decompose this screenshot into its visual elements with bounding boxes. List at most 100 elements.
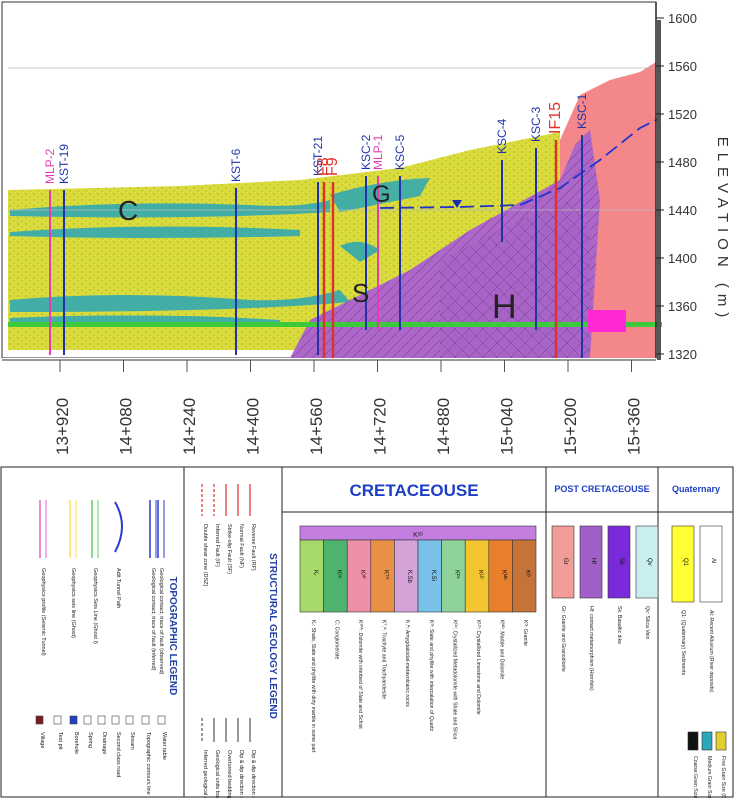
structural-legend-label: Dip & dip direction of foliation	[238, 750, 244, 798]
grain-size-swatch	[687, 731, 699, 751]
cretaceous-unit-code: Kᴹᴰ	[501, 570, 508, 580]
post-cretaceous-label: Hf: contact metamorphism (Hornfels)	[588, 606, 594, 691]
chainage-tick-label: 14+240	[180, 398, 199, 455]
grain-size-swatch	[701, 731, 713, 751]
chainage-axis: 13+920 14+080 14+240 14+400 14+560 14+720 14+8…	[53, 360, 644, 455]
borehole-label: MLP-1	[371, 134, 385, 170]
cretaceous-top-bar-code: Kˢᵇ	[413, 532, 423, 539]
topo-legend-label: Second class road	[115, 732, 121, 777]
quaternary-code: Q1	[682, 558, 688, 567]
cretaceous-unit-code: Kᶜᵖ	[335, 570, 341, 579]
topographic-legend: TOPOGRAPHIC LEGEND Geological contact, t…	[35, 500, 178, 795]
unit-label-s: S	[352, 278, 369, 308]
cretaceous-unit-label: K.ᴬ: Amygdaloidal-metavolcanic rocks	[404, 620, 410, 707]
borehole-label: KSC-5	[393, 134, 407, 170]
water-table-symbol	[452, 200, 462, 208]
topo-legend-label: Topographic contours line	[145, 732, 151, 795]
grain-size-legend: Fine Grain Size (CSF) Medium Grain Size (…	[687, 731, 727, 798]
borehole-label: KST-19	[57, 144, 71, 184]
post-cretaceous-swatch	[635, 525, 659, 599]
borehole-label: KSC-1	[575, 93, 589, 129]
topo-legend-label: Village	[39, 732, 45, 748]
quaternary-title: Quaternary	[672, 484, 720, 494]
chainage-tick-label: 15+040	[498, 398, 517, 455]
cretaceous-unit-label: Kˢᴾᴬ: Dolomite with interbed of Slate an…	[357, 620, 363, 729]
magenta-block	[588, 310, 626, 332]
chainage-tick-label: 15+360	[625, 398, 644, 455]
topo-legend-label: Borehole	[73, 732, 79, 754]
topo-legend-label: Geophysics profile (Seismic Tunnel)	[40, 568, 46, 656]
post-cretaceous-swatch	[579, 525, 603, 599]
post-cretaceous-code: Sk	[618, 558, 624, 566]
cretaceous-unit-label: Kᴹᴰ: Marble and Dolomite	[499, 620, 505, 679]
structural-legend-title: STRUCTURAL GEOLOGY LEGEND	[267, 553, 278, 719]
post-cretaceous-code: Qv	[646, 558, 652, 566]
cretaceous-unit-label: Kᴸᴰ: Crystallized Limestone and Dolomite	[475, 620, 481, 715]
cretaceous-unit-swatch	[512, 539, 537, 613]
cretaceous-unit-swatch	[370, 539, 395, 613]
topo-symbol	[69, 715, 78, 725]
topo-legend-label: Geophysics seis line (Ghost)	[70, 568, 76, 638]
topo-symbol	[141, 715, 150, 725]
cretaceous-unit-code: K.Si	[430, 570, 436, 581]
unit-label-h: H	[492, 288, 517, 326]
quaternary-swatch	[671, 525, 695, 603]
cretaceous-unit-code: Kᵀᴬ	[383, 570, 391, 580]
post-cretaceous-code: Hf	[590, 558, 596, 564]
elevation-tick-label: 1600	[668, 11, 697, 26]
topo-legend-label: Geological contact, trace of fault (obse…	[158, 568, 164, 675]
quaternary-label: Q1: (Quaternary) Sediments	[680, 610, 686, 676]
post-cretaceous-swatch	[607, 525, 631, 599]
elevation-axis: 1600 1560 1520 1480 1440 1400 1360 1320	[656, 11, 697, 362]
grain-size-swatch	[715, 731, 727, 751]
borehole-label: KSC-2	[359, 134, 373, 170]
chainage-tick-label: 15+200	[561, 398, 580, 455]
quaternary-label: Al: Recent Alluvium (River deposits)	[708, 610, 714, 693]
structural-legend: STRUCTURAL GEOLOGY LEGEND Reverse Fault …	[201, 484, 278, 798]
elevation-tick-label: 1320	[668, 347, 697, 362]
grain-size-label: Medium Grain Size (M)	[706, 756, 712, 798]
cretaceous-title: CRETACEOUSE	[349, 481, 478, 500]
hornfels-crosshatch	[440, 200, 590, 358]
topo-symbol	[125, 715, 134, 725]
topo-symbol	[97, 715, 106, 725]
chainage-tick-label: 13+920	[53, 398, 72, 455]
topo-legend-label: Geological contact, trace of fault (infe…	[150, 568, 156, 671]
elevation-tick-label: 1360	[668, 299, 697, 314]
cretaceous-unit-swatch	[299, 539, 324, 613]
topo-legend-label: Water table	[161, 732, 167, 760]
cretaceous-unit-swatch	[464, 539, 490, 613]
topo-legend-label: Stream	[129, 732, 135, 750]
topo-legend-label: Spring	[87, 732, 93, 748]
borehole-label: IF15	[547, 102, 564, 134]
borehole-label: KST-6	[229, 148, 243, 182]
topo-symbol	[111, 715, 120, 725]
cretaceous-unit-swatch	[394, 539, 419, 613]
borehole-label: KST-21	[311, 136, 325, 176]
cretaceous-unit-code: Kᴰᶜ	[453, 570, 460, 579]
cretaceous-unit-label: Kᴰᶜ: Crystallized Metadolomite with Shal…	[451, 620, 457, 739]
cretaceous-unit-label: Kˢᴵ: Slate and phyllite with intercalati…	[428, 620, 434, 732]
chainage-tick-label: 14+880	[434, 398, 453, 455]
cretaceous-unit-code: Kˢᴾ	[359, 570, 366, 579]
elevation-tick-label: 1560	[668, 59, 697, 74]
cretaceous-units: Kᵣ Kᵣ: Shale, Slate and phyllite with dir…	[299, 539, 537, 753]
cretaceous-unit-label: C: Conglomerate	[333, 620, 339, 659]
structural-legend-label: Double shear zone (DSZ)	[202, 524, 208, 587]
chainage-tick-label: 14+400	[244, 398, 263, 455]
unit-label-g: G	[372, 181, 391, 208]
topo-legend-label: Drainage	[101, 732, 107, 754]
quaternary-code: Al	[710, 558, 716, 563]
chainage-tick-label: 14+080	[117, 398, 136, 455]
borehole-label: F8	[315, 157, 332, 176]
cretaceous-unit-code: Kᵣ	[312, 570, 318, 576]
chainage-tick-label: 14+720	[371, 398, 390, 455]
topo-symbol	[83, 715, 92, 725]
structural-legend-label: Dip & dip direction of bedding	[250, 750, 256, 798]
structural-legend-label: Normal Fault (NF)	[238, 524, 244, 568]
topo-legend-label: Adit Tunnel Path	[115, 568, 121, 608]
post-cretaceous-swatch	[551, 525, 575, 599]
post-cretaceous-title: POST CRETACEOUSE	[554, 484, 649, 494]
cretaceous-unit-code: K.Sb	[406, 570, 412, 584]
